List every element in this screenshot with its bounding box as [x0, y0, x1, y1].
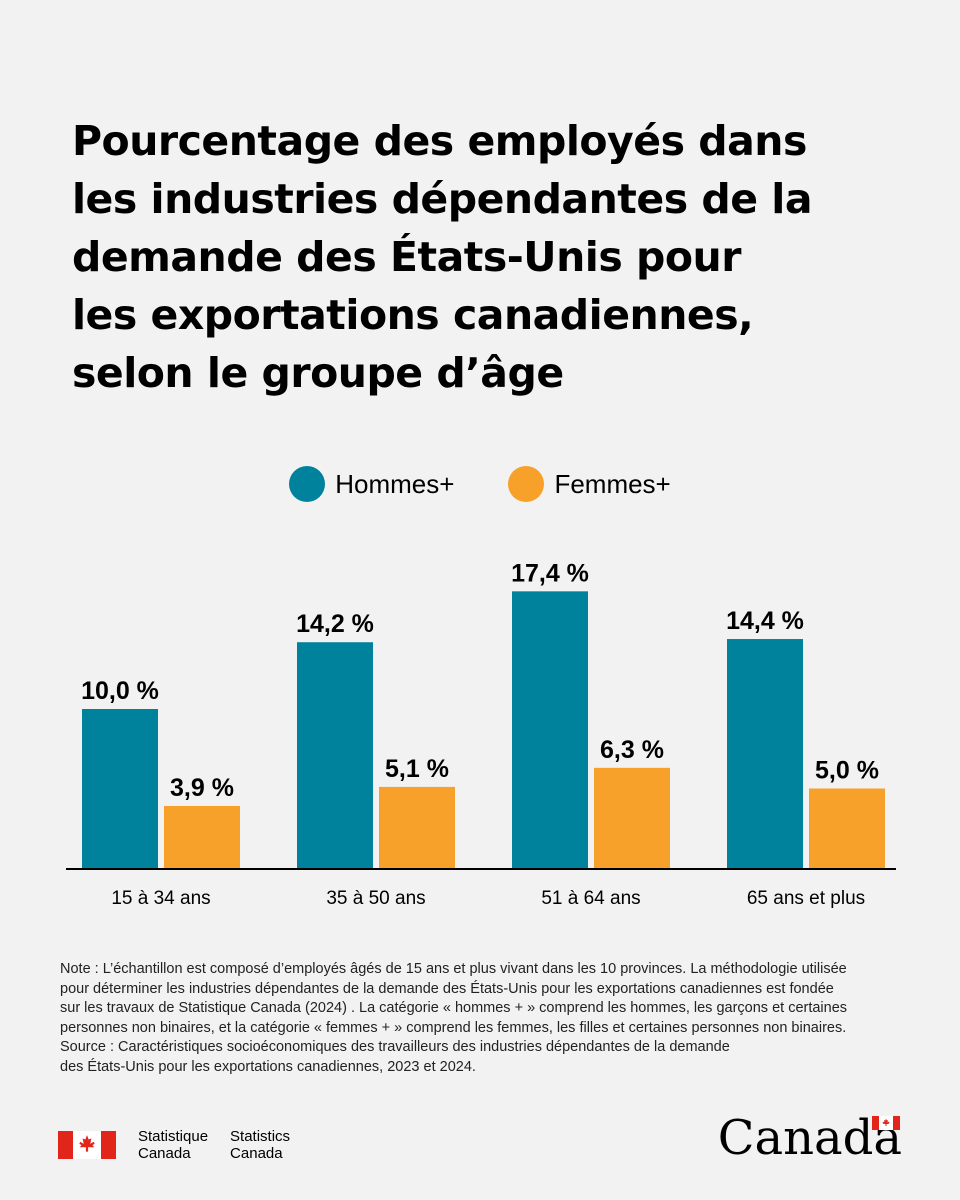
legend-swatch-women [508, 466, 545, 502]
legend-item-men: Hommes+ [289, 466, 454, 502]
bar-chart: 10,0 % 3,9 % 15 à 34 ans 14,2 % 5,1 % 35 à 50… [66, 559, 896, 909]
signature-en-line: Canada [230, 1145, 283, 1162]
bar-men [727, 639, 803, 868]
wordmark-text: Canada [717, 1110, 902, 1166]
signature-en-line: Statistics [230, 1128, 291, 1145]
wordmark-flag-icon [872, 1116, 900, 1130]
signature-fr-line: Canada [138, 1145, 191, 1162]
bar-value-label: 3,9 % [170, 774, 234, 802]
legend-label-men: Hommes+ [335, 468, 455, 499]
bar-men [297, 642, 373, 868]
title-line: demande des États-Unis pour [72, 233, 741, 281]
signature-fr: Statistique Canada [138, 1128, 208, 1162]
x-tick-label: 51 à 64 ans [541, 888, 640, 909]
bar-value-label: 14,4 % [726, 607, 804, 635]
title-line: les exportations canadiennes, [72, 291, 754, 339]
bar-value-label: 10,0 % [81, 677, 159, 705]
title-line: selon le groupe d’âge [72, 349, 564, 397]
bar-women [594, 767, 670, 868]
bar-value-label: 14,2 % [296, 610, 374, 638]
canada-flag-icon [58, 1131, 116, 1159]
x-tick-label: 35 à 50 ans [326, 888, 425, 909]
footnote: Note : L’échantillon est composé d’emplo… [60, 960, 920, 1078]
note-line: Note : L’échantillon est composé d’emplo… [60, 961, 847, 977]
canada-wordmark: Canada [718, 1110, 902, 1166]
bar-value-label: 17,4 % [511, 559, 589, 587]
bar-women [379, 786, 455, 868]
legend-label-women: Femmes+ [554, 468, 671, 499]
bar-men [82, 709, 158, 868]
signature-fr-line: Statistique [138, 1128, 209, 1145]
legend: Hommes+ Femmes+ [0, 466, 960, 502]
x-tick-label: 15 à 34 ans [111, 888, 210, 909]
note-line: sur les travaux de Statistique Canada (2… [60, 1000, 848, 1017]
legend-swatch-men [289, 466, 326, 502]
bar-value-label: 5,0 % [815, 757, 879, 785]
source-line: Source : Caractéristiques socioéconomiqu… [60, 1039, 730, 1056]
title-line: Pourcentage des employés dans [72, 117, 807, 165]
legend-item-women: Femmes+ [508, 466, 671, 502]
chart-title: Pourcentage des employés dans les indust… [72, 112, 892, 402]
x-tick-label: 65 ans et plus [747, 888, 865, 909]
bar-men [512, 591, 588, 868]
statcan-signature: Statistique Canada Statistics Canada [58, 1128, 290, 1162]
note-line: personnes non binaires, et la catégorie … [60, 1019, 847, 1036]
note-line: pour déterminer les industries dépendant… [60, 980, 834, 997]
signature-en: Statistics Canada [230, 1128, 290, 1162]
source-line: des États-Unis pour les exportations can… [60, 1058, 476, 1075]
bar-women [164, 805, 240, 868]
bar-value-label: 5,1 % [385, 755, 449, 783]
bar-women [809, 788, 885, 868]
maple-leaf-icon [79, 1135, 95, 1152]
bar-value-label: 6,3 % [600, 736, 664, 764]
title-line: les industries dépendantes de la [72, 175, 813, 223]
